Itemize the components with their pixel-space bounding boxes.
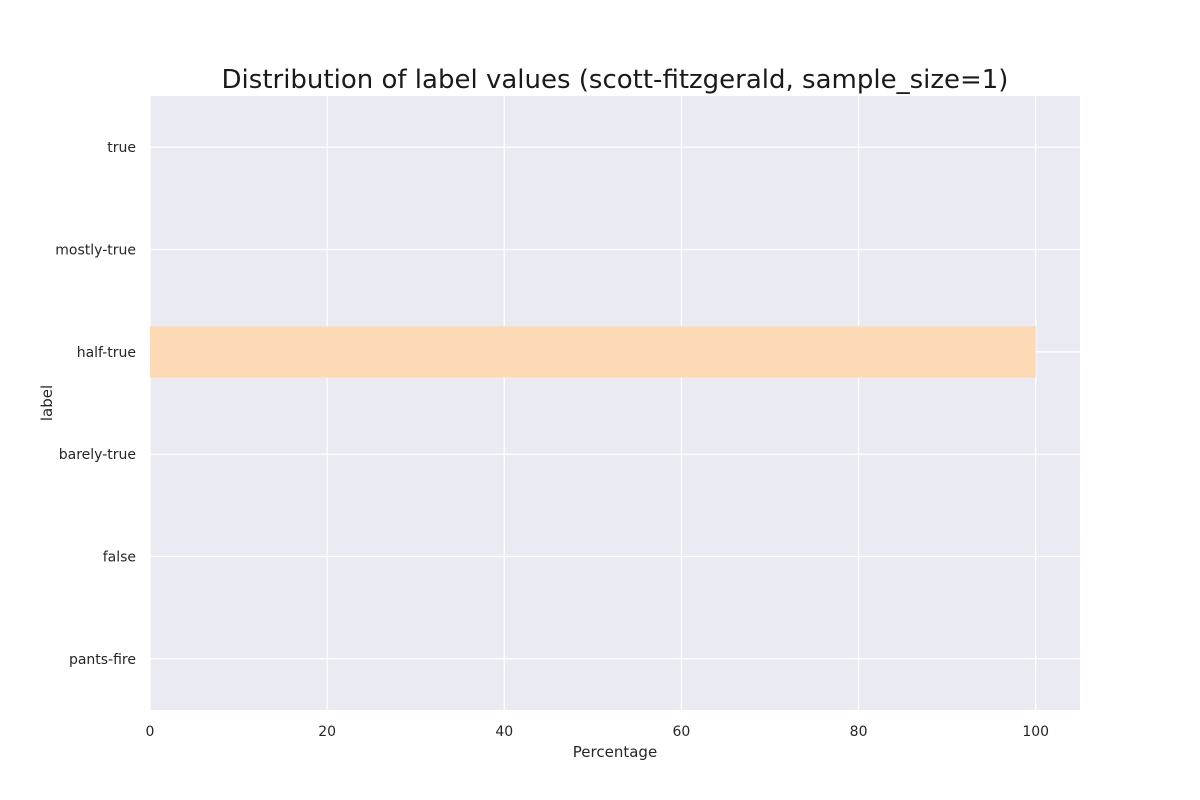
bars — [150, 326, 1036, 378]
y-tick-label: false — [103, 550, 136, 566]
y-tick-label: half-true — [77, 345, 136, 361]
chart-title: Distribution of label values (scott-fitz… — [222, 65, 1009, 95]
x-tick-label: 60 — [673, 724, 691, 740]
x-tick-label: 100 — [1022, 724, 1049, 740]
x-tick-labels: 0 20 40 60 80 100 — [146, 724, 1050, 740]
y-tick-label: barely-true — [59, 447, 136, 463]
bar-half-true — [150, 326, 1036, 378]
x-axis-label: Percentage — [573, 743, 657, 761]
x-tick-label: 40 — [495, 724, 513, 740]
x-tick-label: 80 — [850, 724, 868, 740]
y-tick-labels: true mostly-true half-true barely-true false… — [55, 140, 136, 668]
y-axis-label: label — [38, 385, 56, 421]
y-tick-label: pants-fire — [69, 652, 136, 668]
x-tick-label: 0 — [146, 724, 155, 740]
y-tick-label: mostly-true — [55, 243, 136, 259]
plot-area — [150, 96, 1080, 710]
y-tick-label: true — [107, 140, 136, 156]
x-tick-label: 20 — [318, 724, 336, 740]
